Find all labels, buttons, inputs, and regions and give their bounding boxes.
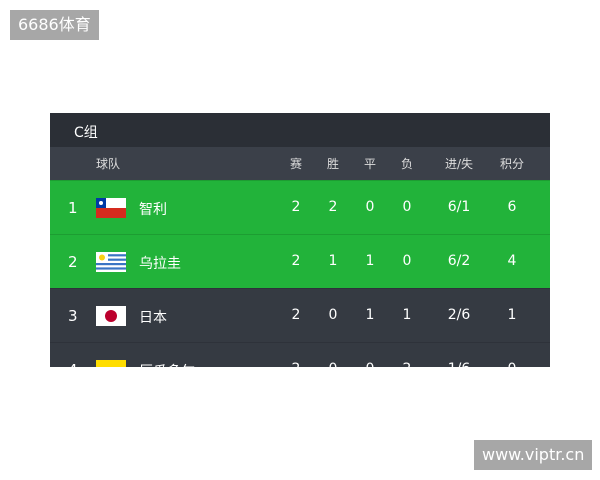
stat-cell: 0: [508, 361, 517, 367]
column-label: 负: [400, 157, 414, 171]
team-name: 日本: [139, 310, 167, 326]
flag-icon: [96, 360, 126, 367]
stat-cell: 1: [328, 253, 338, 269]
rank: 3: [68, 307, 78, 325]
column-label: 胜: [326, 157, 340, 171]
column-label: 平: [363, 157, 377, 171]
table-row: 4 厄瓜多尔 2 0 0 2 1/6 0: [50, 342, 550, 367]
stat-cell: 2: [328, 199, 338, 215]
watermark: www.viptr.cn: [474, 440, 593, 470]
flag-icon: [96, 198, 126, 218]
rank: 2: [68, 253, 78, 271]
team-name: 厄瓜多尔: [139, 361, 195, 367]
column-label: 进/失: [444, 157, 474, 171]
stat-cell: 0: [328, 307, 338, 323]
stat-cell: 6: [507, 199, 517, 215]
stat-cell: 2: [291, 199, 301, 215]
group-header: C组: [50, 113, 550, 147]
stat-cell: 1: [365, 253, 375, 269]
stat-cell: 0: [366, 361, 375, 367]
stat-cell: 0: [365, 199, 375, 215]
team-name: 智利: [139, 202, 167, 218]
column-header: 球队 赛 胜 平 负 进/失 积分: [50, 147, 550, 180]
flag: [96, 306, 126, 326]
flag-icon: [96, 252, 126, 272]
stat-cell: 1: [365, 307, 375, 323]
flag: [96, 360, 126, 367]
group-title: C组: [74, 125, 98, 141]
stat-cell: 0: [329, 361, 338, 367]
stat-cell: 1: [507, 307, 517, 323]
stat-cell: 2/6: [447, 307, 471, 323]
flag: [96, 252, 126, 272]
column-label: 球队: [96, 157, 121, 171]
watermark: 6686体育: [10, 10, 99, 40]
stat-cell: 2: [291, 307, 301, 323]
column-label: 赛: [289, 157, 303, 171]
table-row: 1 智利 2 2 0 0 6/1 6: [50, 180, 550, 235]
team-name: 乌拉圭: [139, 256, 181, 272]
stat-cell: 0: [402, 253, 412, 269]
column-label: 积分: [499, 157, 525, 171]
flag: [96, 198, 126, 218]
stat-cell: 6/1: [447, 199, 471, 215]
stat-cell: 2: [292, 361, 301, 367]
stat-cell: 6/2: [447, 253, 471, 269]
stat-cell: 2: [291, 253, 301, 269]
stat-cell: 1: [402, 307, 412, 323]
stat-cell: 2: [403, 361, 412, 367]
stat-cell: 4: [507, 253, 517, 269]
flag-icon: [96, 306, 126, 326]
stat-cell: 1/6: [448, 361, 471, 367]
rank: 4: [68, 361, 78, 367]
rank: 1: [68, 199, 78, 217]
table-row: 3 日本 2 0 1 1 2/6 1: [50, 288, 550, 343]
table-row: 2 乌拉圭 2 1 1 0 6/2 4: [50, 234, 550, 289]
standings-table: C组 球队 赛 胜 平 负 进/失 积分 1 智利 2 2 0 0 6/1 6 2 乌拉圭 2 1 1 0 6/2 4 3 日…: [50, 113, 550, 367]
stat-cell: 0: [402, 199, 412, 215]
